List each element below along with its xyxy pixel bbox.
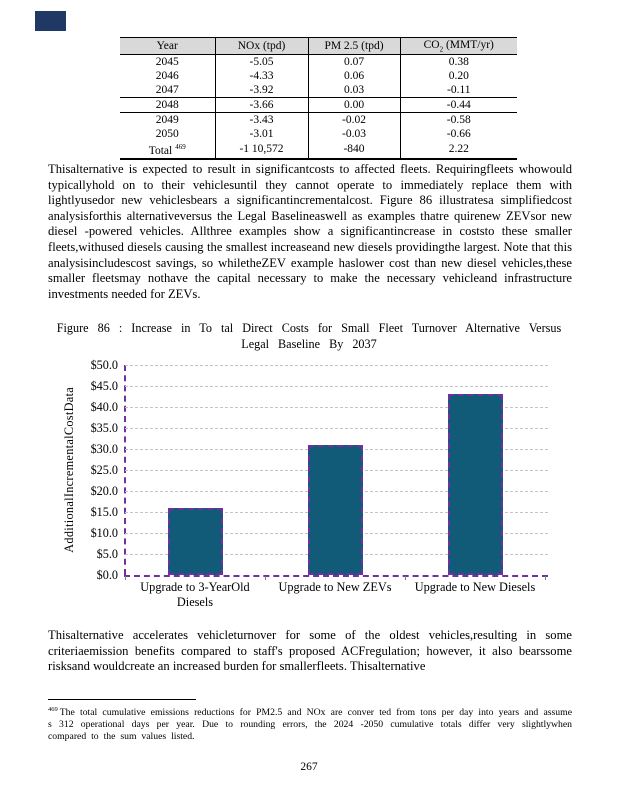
y-tick-label: $50.0 xyxy=(90,358,118,372)
table-cell: 2046 xyxy=(155,69,179,82)
table-cell: -3.01 xyxy=(214,127,308,141)
table-cell: -0.44 xyxy=(399,97,517,113)
footnote: 469 The total cumulative emissions reduct… xyxy=(48,704,572,742)
x-axis-line xyxy=(124,575,548,577)
x-axis-category-label: Upgrade to New ZEVs xyxy=(278,580,392,594)
col-header-co2: CO2 (MMT/yr) xyxy=(399,37,517,55)
col-header-nox: NOx (tpd) xyxy=(214,37,308,55)
table-row: 2049 -3.43 -0.02 -0.58 xyxy=(120,112,517,127)
table-cell: 0.38 xyxy=(399,54,517,69)
table-cell: 0.00 xyxy=(307,97,400,113)
col-header-year: Year xyxy=(120,37,215,55)
col-header-pm25: PM 2.5 (tpd) xyxy=(307,37,400,55)
table-total-row: Total 469 -1 10,572 -840 2.22 xyxy=(120,141,517,159)
table-cell: -4.33 xyxy=(214,69,308,83)
x-tick-mark xyxy=(405,576,406,580)
table-row: 2050 -3.01 -0.03 -0.66 xyxy=(120,127,517,141)
page-number: 267 xyxy=(300,761,318,773)
table-cell: 0.20 xyxy=(399,69,517,83)
table-row: 2045 -5.05 0.07 0.38 xyxy=(120,54,517,69)
x-tick-mark xyxy=(265,576,266,580)
co2-subscript: 2 xyxy=(439,45,444,54)
table-cell: -0.02 xyxy=(307,112,400,127)
corner-mark xyxy=(35,11,66,31)
chart-bar xyxy=(167,507,223,575)
table-cell: 0.07 xyxy=(307,54,400,69)
table-cell: 2049 xyxy=(155,113,179,126)
bar-chart: AdditionalIncrementalCostData $0.0 $5.0 $1… xyxy=(0,355,618,628)
x-tick-mark xyxy=(545,576,546,580)
table-row: 2047 -3.92 0.03 -0.11 xyxy=(120,83,517,98)
table-body: 2045 -5.05 0.07 0.38 2046 -4.33 0.06 0.20 2047 -3… xyxy=(120,54,517,159)
table-cell: -0.03 xyxy=(307,127,400,141)
figure-caption: Figure 86 : Increase in To tal Direct Co… xyxy=(56,321,562,351)
table-row: 2046 -4.33 0.06 0.20 xyxy=(120,69,517,83)
table-cell: -0.11 xyxy=(399,83,517,98)
table-cell: 2.22 xyxy=(399,141,517,159)
table-cell: -3.66 xyxy=(214,97,308,113)
y-tick-label: $40.0 xyxy=(90,400,118,414)
table-cell: 2045 xyxy=(155,55,179,68)
gridline xyxy=(125,428,548,429)
table-cell: -840 xyxy=(307,141,400,159)
y-tick-label: $0.0 xyxy=(96,568,118,582)
y-tick-label: $15.0 xyxy=(90,505,118,519)
co2-base: CO xyxy=(423,38,440,51)
x-axis-category-label: Upgrade to New Diesels xyxy=(414,580,536,594)
footnote-marker: 469 xyxy=(48,706,58,713)
table-cell: -1 10,572 xyxy=(214,141,308,159)
table-cell: -0.58 xyxy=(399,112,517,127)
emissions-table: Year NOx (tpd) PM 2.5 (tpd) CO2 (MMT/yr)… xyxy=(120,37,517,160)
x-axis-category-label: Upgrade to 3-YearOld Diesels xyxy=(140,580,250,609)
co2-unit: (MMT/yr) xyxy=(443,38,494,51)
y-tick-label: $20.0 xyxy=(90,484,118,498)
total-superscript: 469 xyxy=(175,143,186,151)
footnote-separator xyxy=(48,699,196,700)
paragraph-risks: Thisalternative accelerates vehicleturno… xyxy=(48,628,572,674)
table-header-row: Year NOx (tpd) PM 2.5 (tpd) CO2 (MMT/yr) xyxy=(120,37,517,55)
paragraph-costs: Thisalternative is expected to result in… xyxy=(48,162,572,301)
chart-bar xyxy=(307,444,363,575)
y-tick-label: $10.0 xyxy=(90,526,118,540)
table-cell: 0.06 xyxy=(307,69,400,83)
y-tick-label: $35.0 xyxy=(90,421,118,435)
table-row: 2048 -3.66 0.00 -0.44 xyxy=(120,97,517,113)
gridline xyxy=(125,407,548,408)
table-cell: 2048 xyxy=(120,97,215,113)
table-cell: -0.66 xyxy=(399,127,517,141)
table-cell: -3.43 xyxy=(214,112,308,127)
table-cell: 0.03 xyxy=(307,83,400,98)
y-tick-label: $25.0 xyxy=(90,463,118,477)
gridline xyxy=(125,386,548,387)
chart-bar xyxy=(447,394,503,575)
x-tick-mark xyxy=(125,576,126,580)
table-cell: -5.05 xyxy=(214,54,308,69)
table-cell: 2047 xyxy=(120,83,215,98)
table-total-label: Total 469 xyxy=(148,143,186,157)
y-tick-label: $5.0 xyxy=(96,547,118,561)
footnote-text: The total cumulative emissions reduction… xyxy=(48,707,572,742)
gridline xyxy=(125,365,548,366)
y-tick-label: $45.0 xyxy=(90,379,118,393)
y-tick-label: $30.0 xyxy=(90,442,118,456)
table-cell: -3.92 xyxy=(214,83,308,98)
table-cell: 2050 xyxy=(155,127,179,140)
